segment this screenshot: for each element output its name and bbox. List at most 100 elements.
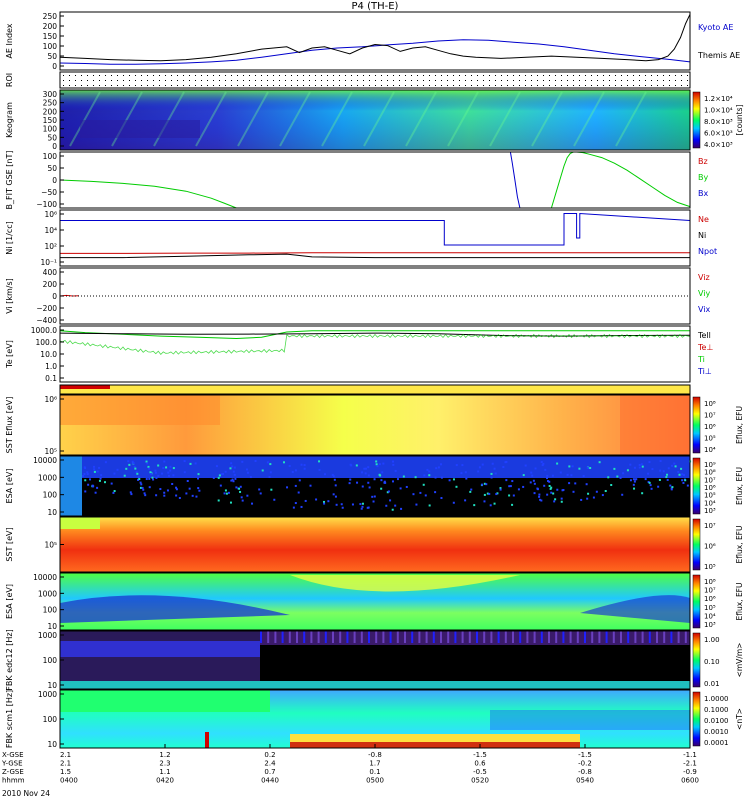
colorbar-tick-label: 1.2×10⁴: [704, 95, 733, 103]
roi-dot: [165, 80, 166, 81]
x-tick-label: 2.1: [60, 751, 71, 759]
legend-entry: Ti⊥: [697, 367, 712, 376]
roi-dot: [465, 85, 466, 86]
roi-dot: [75, 80, 76, 81]
roi-dot: [423, 80, 424, 81]
esa-electron-speck: [103, 481, 106, 484]
roi-dot: [255, 80, 256, 81]
esa-electron-speck: [84, 467, 87, 470]
y-tick-label: 100: [43, 656, 58, 665]
colorbar-tick-label: 10⁷: [704, 587, 716, 595]
fbk-edc-stripe: [332, 631, 334, 643]
esa-electron-speck: [666, 473, 669, 476]
roi-dot: [609, 85, 610, 86]
esa-electron-speck: [532, 479, 535, 482]
esa-electron-speck: [538, 495, 541, 498]
roi-dot: [63, 80, 64, 81]
y-axis-label: Vi [km/s]: [5, 278, 14, 314]
roi-dot: [411, 80, 412, 81]
legend-entry: Vix: [698, 305, 711, 314]
roi-dot: [483, 75, 484, 76]
roi-dot: [555, 85, 556, 86]
esa-electron-speck: [368, 486, 371, 489]
roi-dot: [153, 80, 154, 81]
esa-electron-speck: [539, 498, 542, 501]
roi-dot: [327, 75, 328, 76]
roi-dot: [417, 75, 418, 76]
roi-dot: [219, 75, 220, 76]
roi-dot: [609, 75, 610, 76]
fbk-edc-stripe: [418, 631, 421, 643]
roi-dot: [393, 85, 394, 86]
esa-electron-speck: [300, 505, 303, 508]
esa-electron-speck: [148, 486, 151, 489]
roi-dot: [279, 85, 280, 86]
fbk-edc-stripe: [339, 631, 342, 643]
esa-electron-speck: [197, 487, 200, 490]
roi-dot: [117, 80, 118, 81]
roi-dot: [651, 85, 652, 86]
esa-electron-speck: [483, 500, 486, 503]
roi-dot: [633, 75, 634, 76]
roi-dot: [93, 85, 94, 86]
roi-dot: [351, 85, 352, 86]
fbk-edc-stripe: [584, 631, 586, 643]
series-line-ni: [60, 212, 691, 246]
esa-electron-speck: [145, 460, 148, 463]
esa-electron-speck: [412, 493, 415, 496]
y-tick-label: 250: [43, 12, 58, 21]
roi-dot: [273, 85, 274, 86]
roi-dot: [585, 85, 586, 86]
esa-electron-speck: [127, 460, 130, 463]
esa-electron-speck: [241, 499, 244, 502]
fbk-edc-stripe: [598, 631, 601, 643]
fbk-edc-stripe: [360, 631, 363, 643]
roi-dot: [237, 80, 238, 81]
y-tick-label: 0.1: [45, 374, 57, 383]
colorbar-title: Eflux, EFU: [735, 583, 744, 621]
esa-electron-speck: [638, 466, 641, 469]
esa-electron-speck: [607, 476, 610, 479]
roi-dot: [327, 85, 328, 86]
esa-electron-speck: [361, 505, 364, 508]
roi-dot: [627, 80, 628, 81]
roi-dot: [669, 85, 670, 86]
esa-electron-speck: [522, 485, 525, 488]
roi-dot: [147, 80, 148, 81]
esa-electron-speck: [399, 487, 402, 490]
esa-electron-speck: [665, 476, 668, 479]
esa-electron-speck: [157, 474, 160, 477]
roi-dot: [231, 80, 232, 81]
esa-electron-speck: [233, 466, 236, 469]
fbk-edc-stripe: [591, 631, 594, 643]
colorbar-tick-label: 10⁸: [704, 469, 716, 477]
roi-dot: [507, 80, 508, 81]
esa-electron-speck: [113, 490, 116, 493]
roi-dot: [567, 85, 568, 86]
esa-electron-speck: [640, 463, 643, 466]
esa-electron-speck: [682, 481, 685, 484]
roi-dot: [597, 75, 598, 76]
esa-electron-speck: [138, 478, 141, 481]
series-line-themis-ae: [59, 14, 691, 62]
y-tick-label: 200: [43, 280, 58, 289]
esa-electron-speck: [360, 507, 363, 510]
roi-dot: [111, 75, 112, 76]
esa-electron-speck: [195, 495, 198, 498]
esa-electron-speck: [428, 504, 431, 507]
esa-electron-speck: [84, 479, 87, 482]
esa-electron-speck: [294, 484, 297, 487]
roi-dot: [681, 85, 682, 86]
esa-electron-speck: [641, 492, 644, 495]
colorbar: [692, 574, 701, 629]
esa-electron-speck: [135, 471, 138, 474]
esa-electron-speck: [83, 473, 86, 476]
roi-dot: [687, 85, 688, 86]
esa-electron-speck: [150, 473, 153, 476]
fbk-edc-stripe: [483, 631, 486, 643]
roi-dot: [249, 80, 250, 81]
esa-electron-speck: [154, 469, 157, 472]
esa-electron-speck: [452, 501, 455, 504]
esa-electron-speck: [91, 485, 94, 488]
legend-entry: Bz: [698, 157, 708, 166]
